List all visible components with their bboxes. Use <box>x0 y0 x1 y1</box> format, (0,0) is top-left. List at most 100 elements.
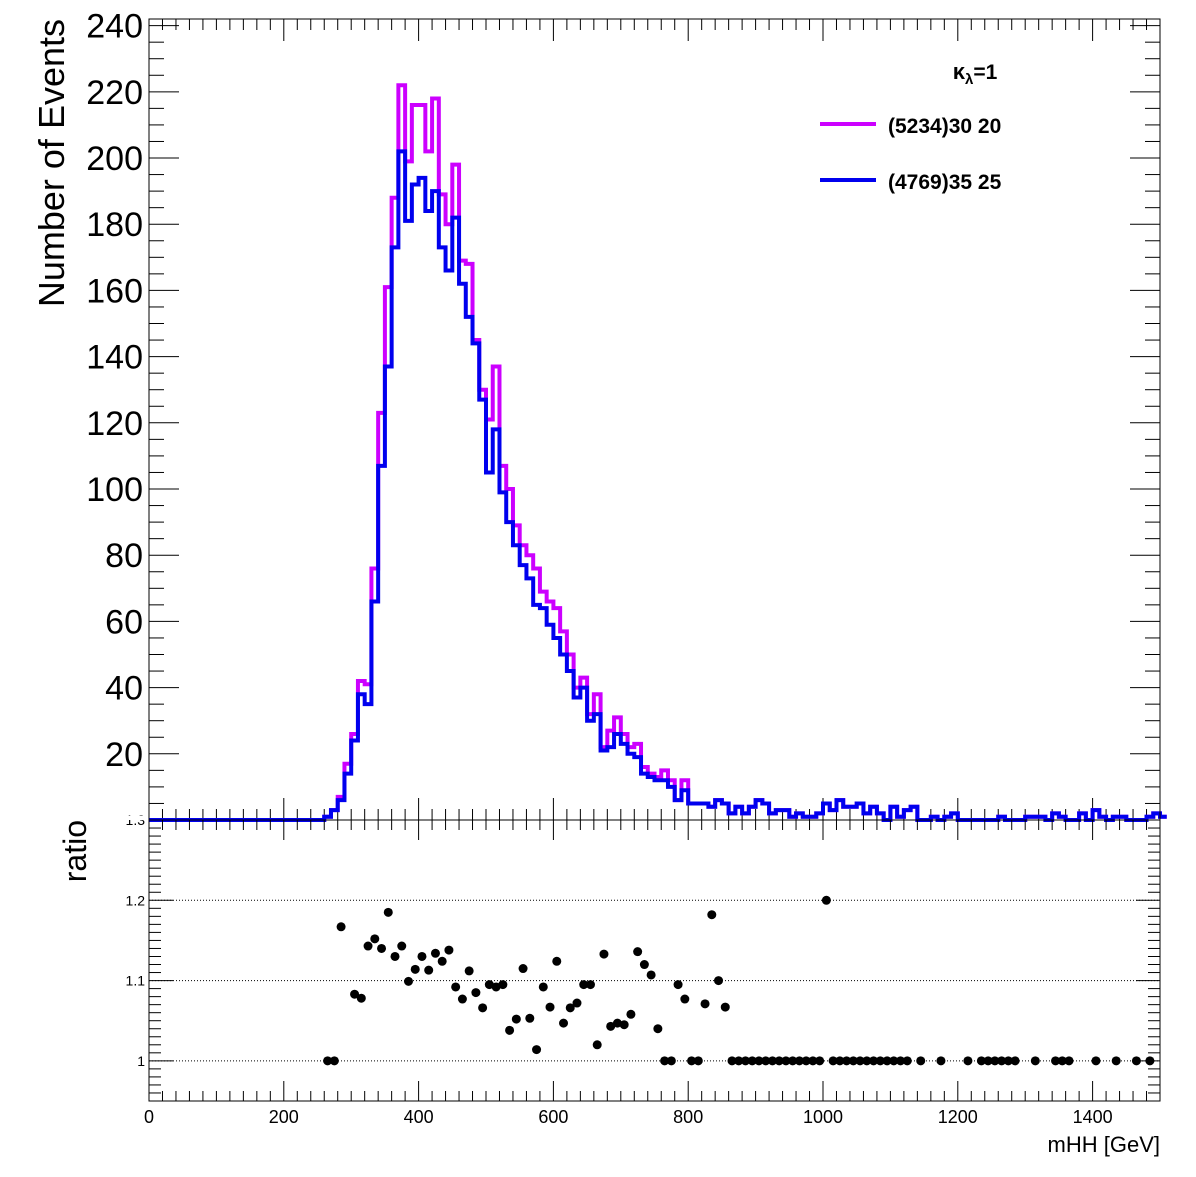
legend: κλ=1 (5234)30 20 (4769)35 25 <box>820 59 1002 194</box>
ratio-point <box>329 1056 339 1066</box>
top-y-tick-label: 40 <box>105 670 143 708</box>
ratio-point <box>1145 1056 1155 1066</box>
ratio-point <box>855 1056 865 1066</box>
ratio-point <box>761 1056 771 1066</box>
legend-header: κλ=1 <box>953 59 998 88</box>
histogram-series-2 <box>149 149 1167 822</box>
ratio-point <box>525 1013 535 1023</box>
ratio-point <box>478 1003 488 1013</box>
x-axis-title: mHH [GeV] <box>1048 1132 1160 1157</box>
ratio-point <box>565 1003 575 1013</box>
x-tick-label: 200 <box>269 1107 299 1127</box>
ratio-point <box>457 994 467 1004</box>
ratio-point <box>437 956 447 966</box>
ratio-point <box>1057 1056 1067 1066</box>
ratio-point <box>370 934 380 944</box>
label-clip <box>89 816 147 820</box>
ratio-point <box>700 999 710 1009</box>
ratio-point <box>727 1056 737 1066</box>
ratio-point <box>808 1056 818 1066</box>
ratio-gridlines <box>149 899 1160 1062</box>
ratio-point <box>869 1056 879 1066</box>
ratio-y-tick-label: 1 <box>137 1053 145 1069</box>
ratio-point <box>639 960 649 970</box>
ratio-point <box>410 964 420 974</box>
ratio-point <box>815 1056 825 1066</box>
y-axis-title-ratio: ratio <box>57 820 93 882</box>
ratio-point <box>740 1056 750 1066</box>
ratio-point <box>673 980 683 990</box>
ratio-y-tick-label: 1.2 <box>126 892 146 908</box>
ratio-point <box>828 1056 838 1066</box>
ratio-y-tick-label: 1.1 <box>126 973 146 989</box>
ratio-point <box>464 966 474 976</box>
x-tick-label: 1000 <box>803 1107 843 1127</box>
ratio-point <box>997 1056 1007 1066</box>
ratio-point <box>788 1056 798 1066</box>
top-y-tick-label: 80 <box>105 537 143 575</box>
ratio-point <box>532 1045 542 1055</box>
ratio-point <box>599 949 609 959</box>
top-y-tick-label: 200 <box>86 140 143 178</box>
ratio-point <box>774 1056 784 1066</box>
ratio-point <box>397 941 407 951</box>
ratio-point <box>653 1024 663 1034</box>
top-y-tick-label: 220 <box>86 74 143 112</box>
ratio-point <box>983 1056 993 1066</box>
ratio-point <box>572 998 582 1008</box>
ratio-point <box>801 1056 811 1066</box>
ratio-point <box>1064 1056 1074 1066</box>
ratio-point <box>889 1056 899 1066</box>
ratio-point <box>720 1002 730 1012</box>
ratio-point <box>511 1014 521 1024</box>
top-y-tick-label: 120 <box>86 405 143 443</box>
x-tick-labels: 0 200 400 600 800 1000 1200 1400 <box>144 1107 1113 1127</box>
ratio-point <box>403 976 413 986</box>
ratio-point <box>633 947 643 957</box>
ratio-point <box>693 1056 703 1066</box>
ratio-point <box>538 982 548 992</box>
x-tick-label: 600 <box>538 1107 568 1127</box>
legend-label-series-2: (4769)35 25 <box>888 171 1002 194</box>
histogram-series <box>149 83 1167 822</box>
ratio-point <box>936 1056 946 1066</box>
ratio-point <box>585 980 595 990</box>
ratio-point <box>875 1056 885 1066</box>
x-tick-label: 800 <box>673 1107 703 1127</box>
x-tick-label: 1400 <box>1073 1107 1113 1127</box>
ratio-point <box>781 1056 791 1066</box>
ratio-point <box>835 1056 845 1066</box>
legend-header-suffix: =1 <box>973 61 997 84</box>
ratio-point <box>963 1056 973 1066</box>
ratio-point <box>767 1056 777 1066</box>
ratio-point <box>377 943 387 953</box>
ratio-points <box>323 895 1155 1066</box>
ratio-point <box>734 1056 744 1066</box>
ratio-point <box>747 1056 757 1066</box>
ratio-point <box>842 1056 852 1066</box>
ratio-point <box>356 993 366 1003</box>
ratio-point <box>1030 1056 1040 1066</box>
ratio-point <box>363 941 373 951</box>
ratio-point <box>687 1056 697 1066</box>
ratio-point <box>754 1056 764 1066</box>
ratio-point <box>350 989 360 999</box>
ratio-point <box>821 895 831 905</box>
ratio-point <box>1010 1056 1020 1066</box>
top-y-tick-label: 20 <box>105 736 143 774</box>
ratio-point <box>606 1021 616 1031</box>
legend-label-series-1: (5234)30 20 <box>888 115 1001 138</box>
top-y-tick-label: 240 <box>86 8 143 46</box>
ratio-point <box>902 1056 912 1066</box>
ratio-point <box>417 951 427 961</box>
ratio-point <box>848 1056 858 1066</box>
ratio-point <box>518 964 528 974</box>
ratio-point <box>707 910 717 920</box>
ratio-point <box>444 945 454 955</box>
ratio-point <box>579 980 589 990</box>
ratio-point <box>1111 1056 1121 1066</box>
ratio-point <box>666 1056 676 1066</box>
